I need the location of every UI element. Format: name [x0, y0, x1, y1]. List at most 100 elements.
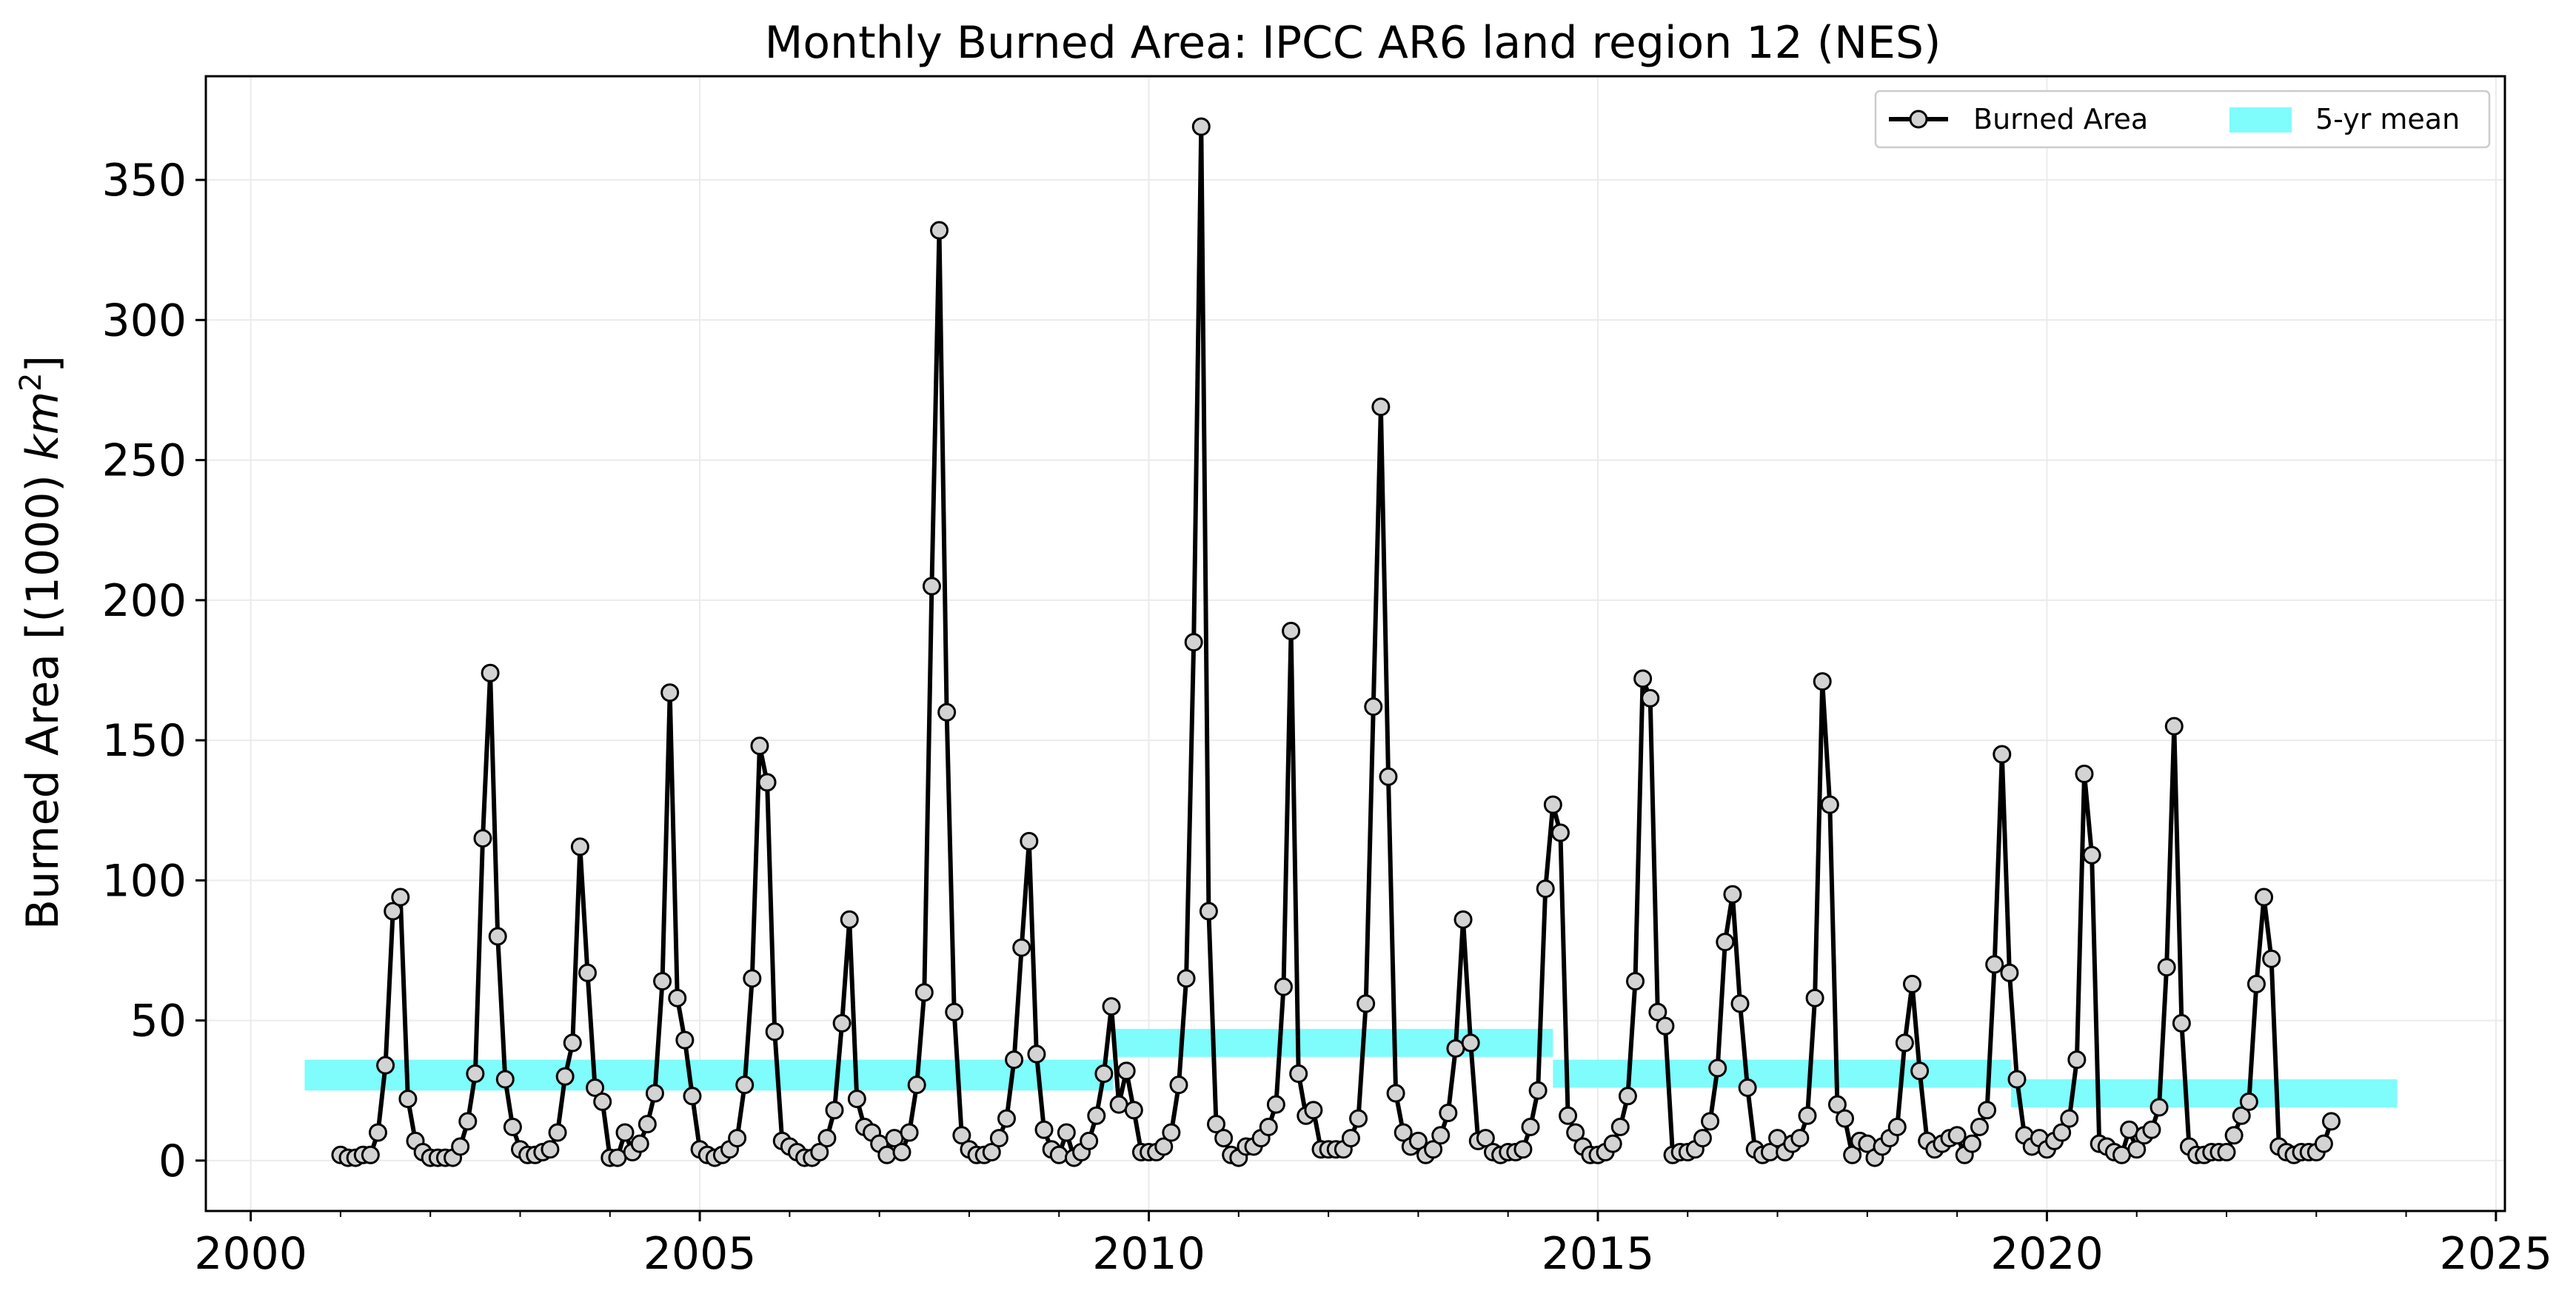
data-point [1027, 1044, 1046, 1064]
data-point [473, 829, 492, 848]
data-point [2239, 1092, 2258, 1111]
legend-label-burned-area: Burned Area [1973, 103, 2148, 135]
data-point [1798, 1106, 1817, 1125]
data-point [765, 1022, 784, 1041]
legend-label-5yr-mean: 5-yr mean [2315, 103, 2460, 135]
data-point [1738, 1078, 1757, 1097]
data-point [1902, 974, 1921, 993]
data-point [2127, 1140, 2147, 1159]
data-point [570, 837, 589, 856]
data-point [840, 910, 859, 929]
legend: Burned Area 5-yr mean [1874, 90, 2491, 149]
y-tick-label: 350 [101, 155, 187, 207]
data-point [645, 1084, 664, 1103]
data-point [384, 902, 403, 921]
data-point [2120, 1120, 2139, 1139]
data-point [1408, 1131, 1428, 1150]
data-point [1648, 1002, 1667, 1021]
data-point [1386, 1084, 1405, 1103]
data-point [2262, 949, 2281, 968]
data-point [810, 1143, 829, 1162]
x-tick-label: 2000 [194, 1228, 307, 1280]
data-point [466, 1064, 485, 1084]
y-tick-label: 200 [101, 575, 187, 627]
x-tick-label: 2015 [1542, 1228, 1655, 1280]
data-point [1034, 1120, 1054, 1139]
data-point [630, 1134, 649, 1153]
y-tick-label: 250 [101, 435, 187, 487]
data-point [1521, 1117, 1540, 1136]
data-point [1266, 1095, 1285, 1114]
data-point [1162, 1123, 1181, 1142]
data-point [1716, 933, 1735, 952]
data-point [1536, 879, 1555, 899]
x-tick-label: 2010 [1092, 1228, 1205, 1280]
data-point [586, 1078, 605, 1097]
data-point [2000, 963, 2019, 982]
data-point [1461, 1033, 1480, 1053]
y-axis-label: Burned Area [(1000) km2] [14, 355, 69, 930]
data-point [757, 773, 777, 792]
data-point [735, 1076, 755, 1095]
mean-band-segment [304, 1059, 1114, 1091]
data-point [1364, 697, 1383, 717]
data-point [930, 221, 949, 240]
data-point [907, 1076, 926, 1095]
data-point [488, 927, 507, 946]
data-point [593, 1092, 612, 1111]
data-point [1656, 1016, 1675, 1036]
data-point [1513, 1140, 1533, 1159]
data-point [743, 969, 762, 988]
data-point [1087, 1106, 1106, 1125]
data-point [832, 1013, 852, 1033]
legend-band-swatch [2229, 107, 2292, 132]
data-point [1895, 1033, 1914, 1053]
data-point [989, 1129, 1008, 1148]
data-point [555, 1067, 575, 1086]
data-point [668, 988, 687, 1007]
data-point [1566, 1123, 1585, 1142]
data-point [615, 1123, 635, 1142]
data-point [1790, 1129, 1810, 1148]
data-point [1191, 117, 1211, 136]
data-point [1379, 767, 1398, 786]
data-point [945, 1002, 964, 1021]
data-point [1117, 1061, 1136, 1081]
data-point [1993, 745, 2012, 764]
data-point [1910, 1061, 1930, 1081]
data-point [1094, 1064, 1114, 1084]
axes: 0 50 100 150 200 250 300 350 2000 2005 2010 2015 202… [101, 75, 2552, 1280]
data-point [1439, 1104, 1458, 1123]
data-point [2247, 974, 2266, 993]
data-point [922, 577, 941, 596]
data-point [2150, 1098, 2169, 1117]
data-point [1005, 1050, 1024, 1070]
data-point [1618, 1087, 1637, 1106]
data-point [1708, 1059, 1727, 1078]
data-point [1543, 795, 1562, 814]
data-point [982, 1143, 1001, 1162]
data-point [1528, 1081, 1548, 1100]
data-point [1356, 994, 1376, 1013]
chart-title: Monthly Burned Area: IPCC AR6 land regio… [765, 17, 1941, 69]
mean-band-segment [2010, 1079, 2398, 1107]
data-point [675, 1030, 695, 1050]
data-point [1080, 1131, 1099, 1150]
data-point [1214, 1129, 1234, 1148]
data-point [825, 1101, 844, 1120]
data-point [2075, 765, 2094, 784]
data-point [900, 1123, 919, 1142]
data-point [877, 1145, 897, 1164]
data-point [683, 1087, 702, 1106]
data-point [1836, 1109, 1855, 1128]
data-point [1020, 831, 1039, 851]
x-tick-label: 2005 [643, 1228, 757, 1280]
data-point [892, 1143, 911, 1162]
data-point [653, 972, 672, 991]
data-point [2217, 1143, 2236, 1162]
mean-band-segment [1553, 1059, 2011, 1088]
data-point [2164, 717, 2184, 736]
data-point [1177, 969, 1196, 988]
data-point [750, 737, 769, 756]
